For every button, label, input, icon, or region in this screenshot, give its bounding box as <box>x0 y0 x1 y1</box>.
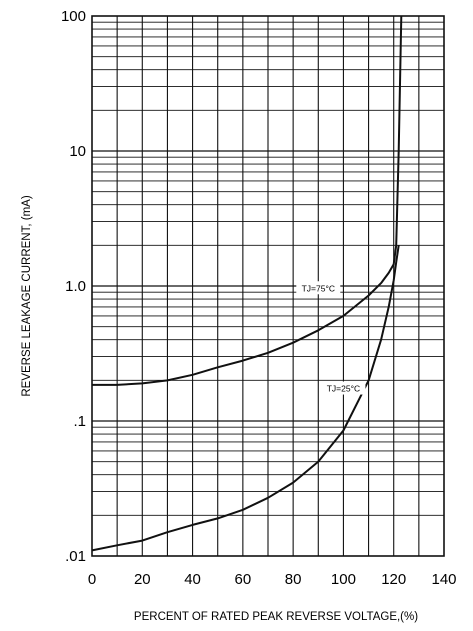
x-tick-label: 120 <box>381 571 406 588</box>
annotation-layer: TJ=75°C TJ=25°C <box>296 281 366 395</box>
series-line-1 <box>91 245 400 552</box>
x-tick-label: 60 <box>235 571 252 588</box>
x-tick-label: 80 <box>285 571 302 588</box>
x-axis-label: PERCENT OF RATED PEAK REVERSE VOLTAGE,(%… <box>134 611 418 623</box>
y-tick-label: 1.0 <box>65 278 86 295</box>
y-tick-label: 10 <box>69 143 86 160</box>
annotation-label: TJ=75°C <box>302 283 335 293</box>
series-line-0 <box>92 15 403 386</box>
tick-labels: 0 20 40 60 80 100 120 140 .01 .1 1.0 10 100 <box>61 8 457 588</box>
annotation-label: TJ=25°C <box>327 384 360 394</box>
x-tick-label: 20 <box>134 571 151 588</box>
grid <box>92 16 444 556</box>
annotation-background <box>321 381 366 395</box>
x-tick-label: 100 <box>331 571 356 588</box>
y-tick-label: .01 <box>65 548 86 565</box>
series-layer <box>91 15 403 552</box>
x-tick-label: 40 <box>184 571 201 588</box>
y-tick-label: .1 <box>73 413 86 430</box>
annotation-background <box>296 281 341 295</box>
plot-frame <box>91 15 445 557</box>
y-tick-label: 100 <box>61 8 86 25</box>
x-tick-label: 0 <box>88 571 96 588</box>
x-tick-label: 140 <box>431 571 456 588</box>
y-axis-label: REVERSE LEAKAGE CURRENT, (mA) <box>21 195 33 396</box>
